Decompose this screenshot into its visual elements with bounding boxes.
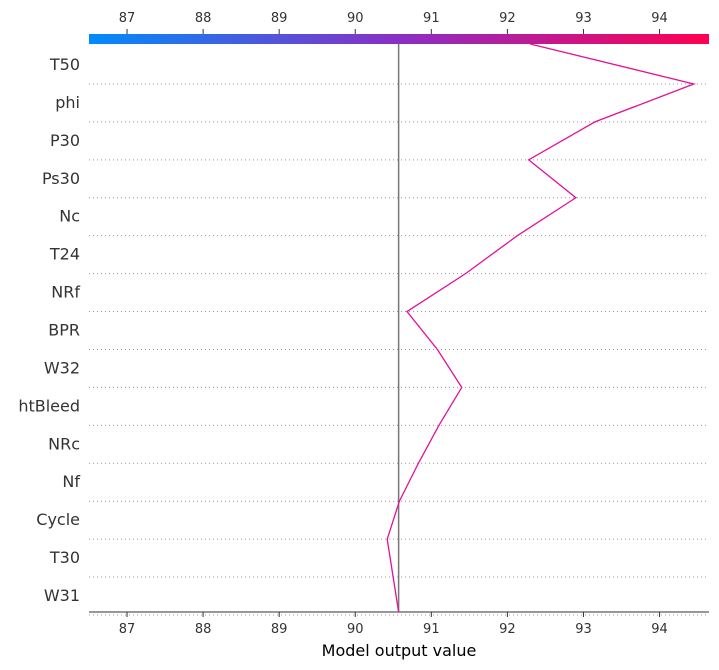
x-tick-label-bottom: 91	[423, 622, 440, 637]
x-tick-label-bottom: 92	[499, 622, 516, 637]
feature-label: htBleed	[18, 396, 80, 415]
x-axis-title: Model output value	[322, 641, 477, 660]
decision-path-line	[386, 43, 696, 613]
feature-label: NRf	[51, 283, 80, 302]
x-tick-label-bottom: 89	[271, 622, 288, 637]
feature-label: Cycle	[36, 510, 80, 529]
feature-label: Ps30	[42, 169, 80, 188]
x-tick-label-top: 94	[651, 11, 668, 26]
feature-label: T30	[49, 548, 80, 567]
x-tick-label-top: 89	[271, 11, 288, 26]
feature-labels: T50 phi P30 Ps30 Nc T24 NRf BPR W32 htBleed NRc Nf C…	[18, 55, 80, 605]
feature-label: Nf	[62, 472, 80, 491]
feature-label: NRc	[48, 434, 80, 453]
feature-label: phi	[55, 93, 80, 112]
feature-label: P30	[50, 131, 80, 150]
x-tick-label-top: 93	[575, 11, 592, 26]
x-tick-label-bottom: 87	[119, 622, 136, 637]
colorbar-gradient	[89, 34, 709, 44]
feature-label: W31	[44, 586, 80, 605]
x-tick-label-bottom: 88	[195, 622, 212, 637]
x-tick-label-bottom: 94	[651, 622, 668, 637]
colorbar	[89, 34, 709, 44]
x-tick-label-top: 88	[195, 11, 212, 26]
x-tick-label-top: 90	[347, 11, 364, 26]
feature-label: W32	[44, 358, 80, 377]
feature-label: T50	[49, 55, 80, 74]
x-tick-label-bottom: 90	[347, 622, 364, 637]
x-tick-label-top: 91	[423, 11, 440, 26]
x-tick-label-top: 87	[119, 11, 136, 26]
x-tick-label-top: 92	[499, 11, 516, 26]
feature-label: T24	[49, 245, 80, 264]
feature-label: BPR	[48, 321, 80, 340]
x-tick-label-bottom: 93	[575, 622, 592, 637]
feature-label: Nc	[59, 207, 80, 226]
decision-path	[386, 43, 696, 613]
grid-lines	[89, 83, 709, 616]
